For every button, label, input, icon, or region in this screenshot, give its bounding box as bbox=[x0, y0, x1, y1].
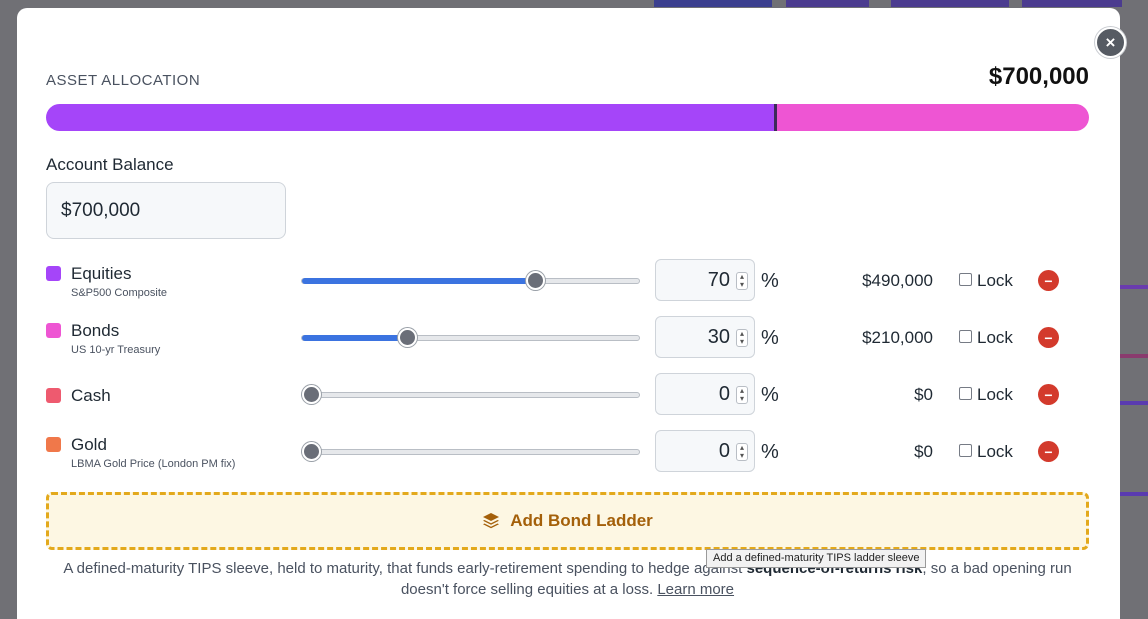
lock-checkbox[interactable] bbox=[959, 273, 972, 286]
asset-row-gold: Gold LBMA Gold Price (London PM fix) 0 ▴… bbox=[46, 430, 1066, 478]
asset-name: Bonds bbox=[71, 321, 120, 340]
percent-symbol: % bbox=[761, 441, 779, 463]
slider-thumb[interactable] bbox=[526, 271, 545, 290]
add-bond-ladder-button[interactable]: Add Bond Ladder bbox=[46, 492, 1089, 550]
asset-allocation-modal: × ASSET ALLOCATION $700,000 Account Bala… bbox=[17, 8, 1126, 619]
percent-input[interactable]: 70 ▴ ▾ bbox=[655, 259, 755, 301]
backdrop-bar bbox=[1120, 492, 1148, 496]
percent-input[interactable]: 0 ▴ ▾ bbox=[655, 373, 755, 415]
gold-color-swatch bbox=[46, 437, 61, 452]
asset-subtitle: LBMA Gold Price (London PM fix) bbox=[71, 458, 236, 470]
percent-input[interactable]: 30 ▴ ▾ bbox=[655, 316, 755, 358]
remove-asset-button[interactable]: − bbox=[1038, 327, 1059, 348]
percent-input[interactable]: 0 ▴ ▾ bbox=[655, 430, 755, 472]
minus-icon: − bbox=[1044, 386, 1053, 403]
spinner-icon[interactable]: ▴ ▾ bbox=[736, 386, 748, 404]
minus-icon: − bbox=[1044, 272, 1053, 289]
slider-fill bbox=[302, 335, 408, 341]
percent-symbol: % bbox=[761, 327, 779, 349]
lock-checkbox[interactable] bbox=[959, 444, 972, 457]
asset-amount: $210,000 bbox=[862, 328, 933, 347]
remove-asset-button[interactable]: − bbox=[1038, 441, 1059, 462]
backdrop-tab bbox=[786, 0, 869, 7]
allocation-total: $700,000 bbox=[988, 63, 1089, 90]
slider-thumb[interactable] bbox=[302, 442, 321, 461]
allocation-segment-bonds bbox=[777, 104, 1089, 131]
asset-name: Cash bbox=[71, 386, 111, 405]
percent-value: 0 bbox=[718, 440, 730, 462]
add-ladder-tooltip: Add a defined-maturity TIPS ladder sleev… bbox=[706, 549, 927, 568]
allocation-bar bbox=[46, 104, 1089, 131]
lock-label[interactable]: Lock bbox=[977, 442, 1013, 461]
backdrop-tab bbox=[891, 0, 1009, 7]
allocation-slider[interactable] bbox=[301, 385, 640, 404]
slider-thumb[interactable] bbox=[398, 328, 417, 347]
asset-amount: $0 bbox=[914, 385, 933, 404]
backdrop-bar bbox=[1120, 354, 1148, 358]
percent-value: 0 bbox=[718, 383, 730, 405]
cash-color-swatch bbox=[46, 388, 61, 403]
backdrop-tab bbox=[1022, 0, 1122, 7]
allocation-segment-equities bbox=[46, 104, 775, 131]
description-text: , so a bad opening run doesn't force sel… bbox=[400, 560, 1072, 598]
percent-symbol: % bbox=[761, 384, 779, 406]
asset-subtitle: S&P500 Composite bbox=[71, 287, 167, 299]
backdrop-tab bbox=[654, 0, 772, 7]
allocation-slider[interactable] bbox=[301, 442, 640, 461]
lock-checkbox[interactable] bbox=[959, 387, 972, 400]
remove-asset-button[interactable]: − bbox=[1038, 384, 1059, 405]
remove-asset-button[interactable]: − bbox=[1038, 270, 1059, 291]
balance-label: Account Balance bbox=[46, 155, 174, 174]
spinner-icon[interactable]: ▴ ▾ bbox=[736, 272, 748, 290]
layers-icon bbox=[483, 513, 500, 529]
asset-name: Equities bbox=[71, 264, 132, 283]
allocation-slider[interactable] bbox=[301, 271, 640, 290]
spinner-icon[interactable]: ▴ ▾ bbox=[736, 329, 748, 347]
lock-label[interactable]: Lock bbox=[977, 385, 1013, 404]
percent-symbol: % bbox=[761, 270, 779, 292]
backdrop-bar bbox=[1120, 401, 1148, 405]
minus-icon: − bbox=[1044, 329, 1053, 346]
spinner-icon[interactable]: ▴ ▾ bbox=[736, 443, 748, 461]
asset-row-cash: Cash 0 ▴ ▾ % $0 Lock − bbox=[46, 373, 1066, 421]
equities-color-swatch bbox=[46, 266, 61, 281]
description-text: A defined-maturity TIPS sleeve, held to … bbox=[63, 560, 747, 577]
lock-checkbox[interactable] bbox=[959, 330, 972, 343]
add-bond-ladder-label: Add Bond Ladder bbox=[510, 511, 653, 530]
allocation-heading: ASSET ALLOCATION bbox=[46, 72, 201, 89]
learn-more-link[interactable]: Learn more bbox=[657, 581, 735, 598]
bonds-color-swatch bbox=[46, 323, 61, 338]
minus-icon: − bbox=[1044, 443, 1053, 460]
allocation-slider[interactable] bbox=[301, 328, 640, 347]
asset-row-equities: Equities S&P500 Composite 70 ▴ ▾ % $490,0… bbox=[46, 259, 1066, 307]
balance-input[interactable] bbox=[46, 182, 286, 239]
asset-subtitle: US 10-yr Treasury bbox=[71, 344, 161, 356]
percent-value: 30 bbox=[707, 326, 730, 348]
slider-fill bbox=[302, 278, 536, 284]
close-icon: × bbox=[1105, 32, 1116, 52]
allocation-divider bbox=[774, 104, 777, 131]
close-button[interactable]: × bbox=[1095, 27, 1126, 58]
percent-value: 70 bbox=[707, 269, 730, 291]
lock-label[interactable]: Lock bbox=[977, 328, 1013, 347]
slider-thumb[interactable] bbox=[302, 385, 321, 404]
asset-amount: $490,000 bbox=[862, 271, 933, 290]
lock-label[interactable]: Lock bbox=[977, 271, 1013, 290]
asset-amount: $0 bbox=[914, 442, 933, 461]
bond-ladder-description: A defined-maturity TIPS sleeve, held to … bbox=[46, 558, 1089, 600]
asset-row-bonds: Bonds US 10-yr Treasury 30 ▴ ▾ % $210,000… bbox=[46, 316, 1066, 364]
backdrop-bar bbox=[1120, 285, 1148, 289]
asset-name: Gold bbox=[71, 435, 107, 454]
